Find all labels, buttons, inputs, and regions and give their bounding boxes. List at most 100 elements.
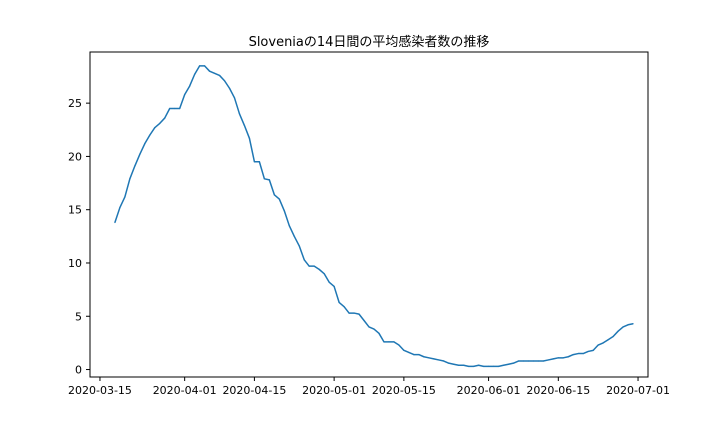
data-point	[358, 313, 360, 315]
x-tick-label: 2020-06-01	[457, 384, 521, 397]
data-point	[622, 326, 624, 328]
data-point	[313, 265, 315, 267]
data-point	[233, 97, 236, 99]
data-point	[368, 326, 370, 328]
data-point	[119, 206, 121, 209]
data-point	[577, 352, 579, 355]
data-point	[468, 365, 470, 367]
data-point	[203, 65, 206, 67]
data-point	[478, 364, 480, 366]
y-tick-label: 20	[68, 150, 82, 163]
data-point	[537, 360, 539, 362]
data-point	[512, 362, 515, 364]
y-tick-label: 10	[68, 257, 82, 270]
data-point	[522, 360, 525, 362]
x-axis: 2020-03-15 2020-04-01 2020-04-15 2020-05-01…	[68, 377, 670, 397]
data-point	[159, 122, 161, 124]
y-tick-label: 25	[68, 97, 82, 110]
y-tick-label: 5	[75, 310, 82, 323]
data-point	[507, 363, 510, 365]
data-point	[547, 359, 549, 361]
x-tick-label: 2020-04-15	[222, 384, 286, 397]
data-point	[453, 363, 455, 365]
data-point	[567, 356, 569, 358]
y-axis: 0 5 10 15 20 25	[68, 97, 90, 377]
data-point	[328, 281, 330, 283]
data-point	[129, 178, 131, 180]
data-point	[408, 351, 410, 354]
data-point	[482, 365, 485, 367]
data-point	[323, 273, 325, 275]
data-point	[532, 360, 535, 362]
data-point	[448, 362, 450, 364]
data-point	[338, 301, 340, 304]
data-point	[428, 357, 430, 359]
data-point	[617, 330, 619, 332]
data-point	[393, 341, 395, 343]
data-point	[268, 179, 270, 181]
data-point	[258, 161, 260, 163]
data-point	[253, 161, 256, 163]
data-point	[318, 268, 320, 270]
data-point	[164, 117, 166, 119]
data-point	[139, 153, 141, 155]
data-point	[348, 312, 350, 314]
data-point	[144, 143, 146, 145]
data-point	[353, 312, 355, 314]
data-point	[612, 335, 614, 338]
data-point	[238, 113, 241, 115]
chart-title: Sloveniaの14日間の平均感染者数の推移	[249, 34, 490, 50]
data-point	[303, 259, 305, 261]
data-point	[458, 364, 460, 366]
data-point	[373, 328, 375, 330]
x-tick-label: 2020-06-15	[526, 384, 590, 397]
x-tick-label: 2020-07-01	[606, 384, 670, 397]
data-point	[223, 80, 226, 82]
data-point	[213, 72, 216, 74]
data-point	[134, 165, 136, 167]
data-point	[228, 87, 231, 89]
data-point	[333, 285, 335, 288]
data-point	[557, 357, 559, 359]
data-point	[517, 360, 520, 362]
data-point	[243, 124, 246, 127]
data-point	[403, 349, 405, 351]
data-point	[463, 364, 465, 366]
data-point	[632, 323, 634, 325]
data-point	[527, 360, 530, 362]
data-point	[154, 127, 156, 129]
data-point	[587, 350, 589, 353]
data-point	[308, 265, 310, 267]
x-tick-label: 2020-05-15	[372, 384, 436, 397]
data-point	[398, 344, 400, 346]
data-point	[388, 341, 390, 343]
data-point	[413, 354, 415, 356]
data-point	[194, 73, 196, 75]
data-point	[184, 94, 186, 96]
data-point	[149, 134, 151, 136]
series-line	[114, 65, 634, 368]
data-point	[124, 196, 126, 198]
data-point	[592, 349, 594, 351]
data-point	[199, 65, 201, 67]
data-point	[378, 332, 380, 334]
data-point	[562, 357, 564, 359]
data-point	[283, 210, 285, 212]
data-point	[433, 358, 435, 360]
data-point	[363, 319, 365, 322]
data-point	[627, 324, 629, 326]
data-point	[602, 342, 604, 344]
data-point	[443, 360, 445, 362]
data-point	[607, 339, 609, 341]
data-point	[487, 365, 490, 367]
data-point	[542, 360, 544, 362]
data-point	[497, 365, 500, 367]
data-point	[552, 358, 554, 360]
data-point	[298, 245, 300, 247]
data-point	[423, 356, 425, 358]
data-point	[278, 198, 280, 200]
data-point	[169, 107, 171, 110]
data-point	[263, 178, 265, 180]
data-points	[114, 65, 634, 367]
data-point	[174, 107, 176, 110]
